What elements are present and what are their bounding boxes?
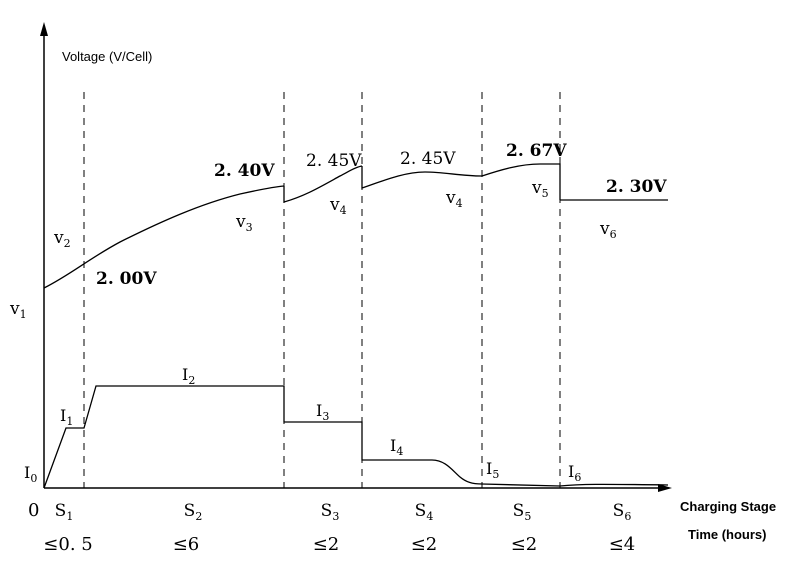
stage-names: S1 S2 S3 S4 S5 S6: [55, 501, 632, 523]
voltage-value-2-67: 2. 67V: [506, 141, 567, 161]
voltage-symbol-label: v1: [9, 299, 27, 321]
current-segment: [43, 385, 669, 489]
current-label-i4: I4: [390, 436, 403, 458]
stage-duration-s2: ≤6: [173, 534, 200, 555]
stage-durations: ≤0. 5 ≤6 ≤2 ≤2 ≤2 ≤4: [43, 534, 635, 555]
voltage-symbol-v3: v3: [235, 212, 253, 234]
x-axis-label-stage: Charging Stage: [680, 499, 776, 514]
stage-name-s1: S1: [55, 501, 74, 523]
stage-name-s3: S3: [321, 501, 340, 523]
current-label-i6: I6: [568, 462, 581, 484]
voltage-symbols: v1 v2 v3 v4 v4 v5 v6: [9, 178, 617, 321]
voltage-symbol-v4-b: v4: [445, 188, 463, 210]
current-label-i3: I3: [316, 401, 329, 423]
voltage-value-2-30: 2. 30V: [606, 177, 667, 197]
stage-name-s2: S2: [184, 501, 203, 523]
voltage-segment-s4: [361, 166, 483, 189]
voltage-symbol-v1: v1: [9, 299, 27, 321]
voltage-symbol-label: v2: [53, 228, 71, 250]
stage-name-s6: S6: [613, 501, 632, 523]
current-label-i2: I2: [182, 365, 195, 387]
voltage-value-2-00: 2. 00V: [96, 269, 157, 289]
current-labels: I0 I1 I2 I3 I4 I5 I6: [24, 365, 581, 485]
voltage-symbol-v2: v2: [53, 228, 71, 250]
voltage-segment-s1-s2: [43, 185, 285, 289]
current-curve: [43, 385, 669, 489]
stage-duration-s3: ≤2: [313, 534, 340, 555]
stage-duration-s1: ≤0. 5: [43, 534, 92, 555]
voltage-value-2-45-a: 2. 45V: [306, 151, 362, 171]
stage-duration-s6: ≤4: [609, 534, 636, 555]
stage-duration-s4: ≤2: [411, 534, 438, 555]
voltage-symbol-v6: v6: [599, 219, 617, 241]
x-axis-arrow: [658, 484, 672, 492]
voltage-value-2-40: 2. 40V: [214, 161, 275, 181]
voltage-value-2-45-b: 2. 45V: [400, 149, 456, 169]
voltage-segment-s5: [481, 163, 561, 200]
current-label-i5: I5: [486, 459, 499, 481]
stage-name-s4: S4: [415, 501, 434, 523]
voltage-symbol-label: v4: [329, 195, 347, 217]
stage-name-s5: S5: [513, 501, 532, 523]
x-axis-label-time: Time (hours): [688, 527, 767, 542]
voltage-symbol-label: v4: [445, 188, 463, 210]
voltage-symbol-label: v5: [531, 178, 549, 200]
y-axis-label: Voltage (V/Cell): [62, 49, 152, 64]
current-label-i0: I0: [24, 463, 37, 485]
voltage-segment-s3: [283, 165, 363, 203]
voltage-symbol-label: v6: [599, 219, 617, 241]
voltage-symbol-label: v3: [235, 212, 253, 234]
voltage-symbol-v4-a: v4: [329, 195, 347, 217]
current-label-i1: I1: [60, 406, 73, 428]
voltage-symbol-v5: v5: [531, 178, 549, 200]
origin-label: 0: [28, 500, 39, 521]
voltage-curve: [43, 163, 668, 289]
stage-duration-s5: ≤2: [511, 534, 538, 555]
y-axis-arrow: [40, 22, 48, 36]
